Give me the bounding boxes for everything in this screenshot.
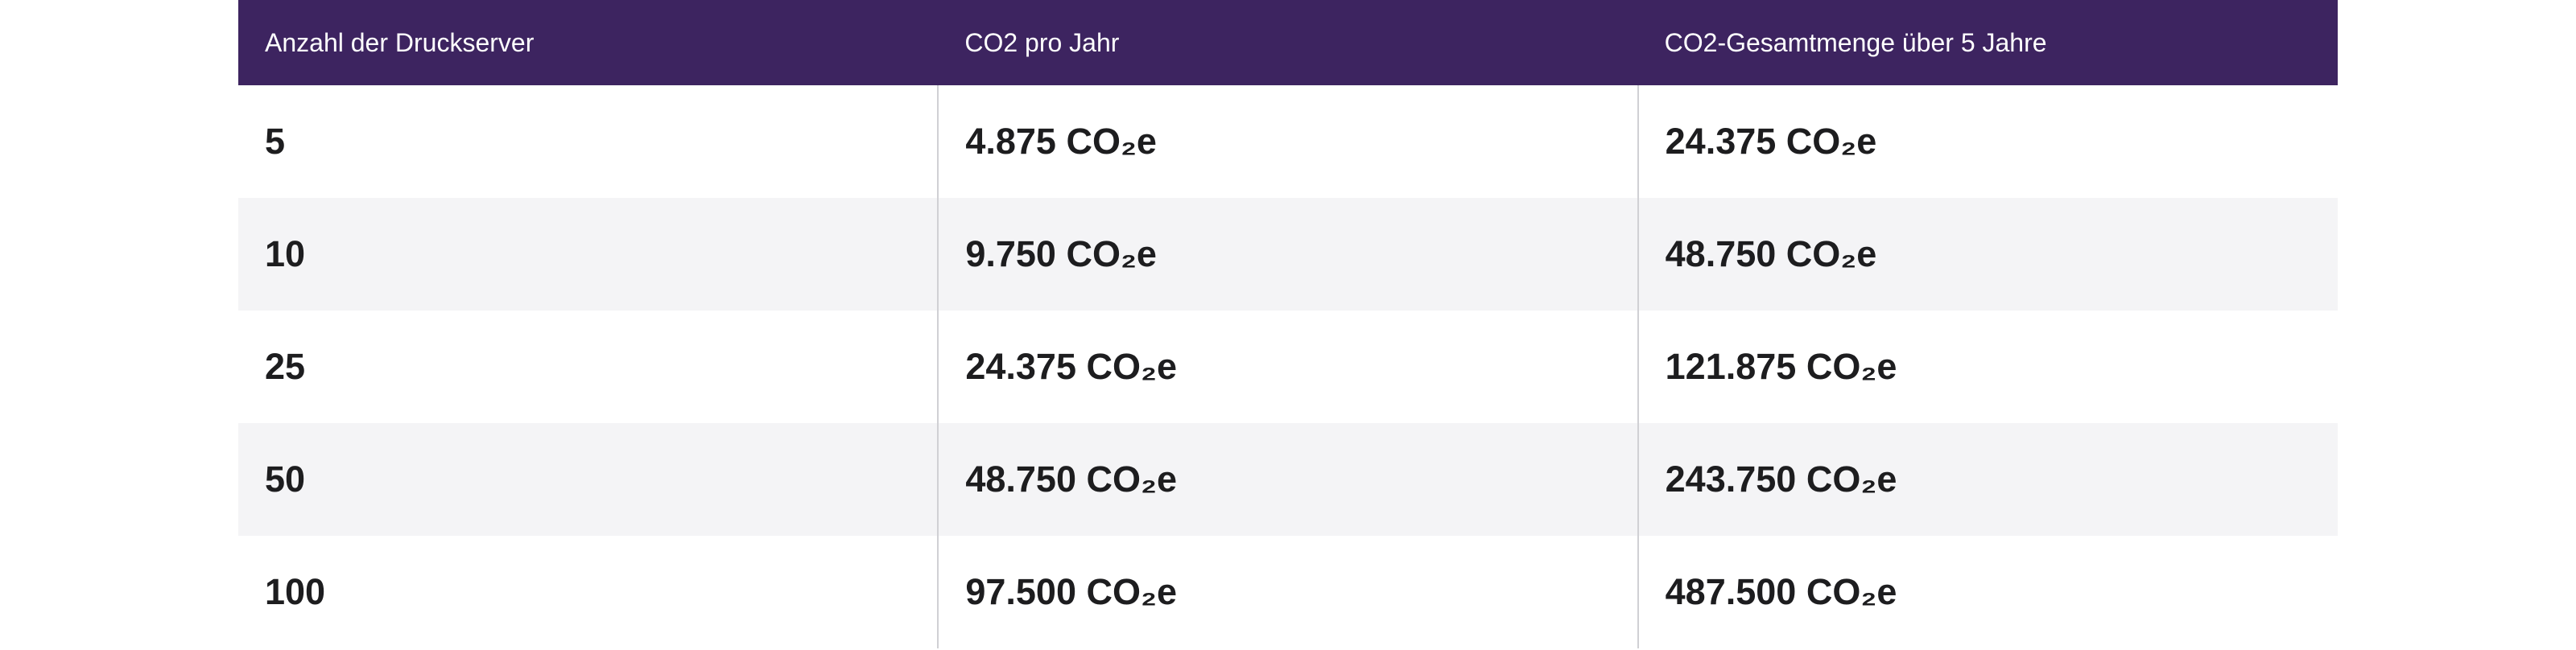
- table-cell: 50: [238, 423, 939, 536]
- table-cell: 48.750 CO₂e: [1637, 198, 2338, 311]
- table-cell: 243.750 CO₂e: [1637, 423, 2338, 536]
- table-row: 5 4.875 CO₂e 24.375 CO₂e: [238, 85, 2338, 198]
- table-cell: 24.375 CO₂e: [937, 311, 1638, 423]
- table-cell: 10: [238, 198, 939, 311]
- table-cell: 5: [265, 121, 286, 162]
- header-row: Anzahl der Druckserver CO2 pro Jahr CO2-Ge…: [238, 0, 2338, 85]
- table-cell: 9.750 CO₂e: [937, 198, 1638, 311]
- data-table: Anzahl der Druckserver CO2 pro Jahr CO2-Ge…: [238, 0, 2338, 648]
- column-header: Anzahl der Druckserver: [238, 0, 939, 85]
- table-cell: 4.875 CO₂e: [937, 85, 1638, 198]
- table-row: 25 24.375 CO₂e 121.875 CO₂e: [238, 311, 2338, 423]
- column-header: CO2 pro Jahr: [938, 0, 1638, 85]
- table-head: Anzahl der Druckserver CO2 pro Jahr CO2-Ge…: [238, 0, 2338, 85]
- table-body: 5 4.875 CO₂e 24.375 CO₂e 10 9.750 CO₂e 48.750…: [238, 85, 2338, 648]
- table-cell: 25: [265, 346, 306, 387]
- table-cell: 97.500 CO₂e: [937, 536, 1638, 648]
- table-row: 50 48.750 CO₂e 243.750 CO₂e: [238, 423, 2338, 536]
- table-cell: 24.375 CO₂e: [1637, 85, 2338, 198]
- table-cell: 487.500 CO₂e: [1637, 536, 2338, 648]
- table-cell: 121.875 CO₂e: [1637, 311, 2338, 423]
- table-cell: 100: [265, 571, 326, 612]
- column-header: CO2-Gesamtmenge über 5 Jahre: [1637, 0, 2338, 85]
- table-row: 100 97.500 CO₂e 487.500 CO₂e: [238, 536, 2338, 648]
- table-row: 10 9.750 CO₂e 48.750 CO₂e: [238, 198, 2338, 311]
- table-cell: 48.750 CO₂e: [937, 423, 1638, 536]
